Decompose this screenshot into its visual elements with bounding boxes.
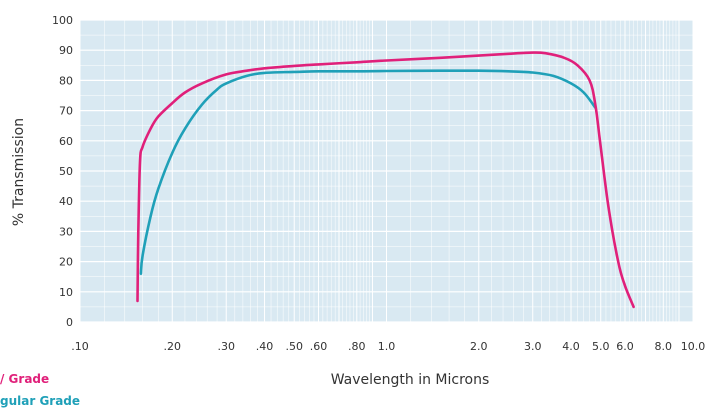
x-tick-label: 1.0 (378, 340, 396, 353)
x-tick-label: .80 (348, 340, 366, 353)
x-tick-label: .10 (71, 340, 89, 353)
x-tick-label: 6.0 (616, 340, 634, 353)
x-tick-label: 2.0 (470, 340, 488, 353)
y-tick-label: 60 (59, 135, 73, 148)
series-lines (136, 51, 635, 309)
x-tick-label: .30 (217, 340, 235, 353)
x-axis-label: Wavelength in Microns (331, 372, 490, 388)
y-tick-label: 80 (59, 74, 73, 87)
legend-item-1: / Grade (0, 372, 49, 386)
x-tick-label: 5.0 (592, 340, 610, 353)
y-tick-label: 90 (59, 44, 73, 57)
y-axis-label: % Transmission (11, 118, 27, 226)
y-tick-label: 0 (66, 316, 73, 329)
x-tick-label: 3.0 (524, 340, 542, 353)
x-tick-labels: .10 .20 .30 .40 .50 .60 .80 1.0 2.0 3.0 4.0 5.0 6.0 8… (71, 340, 705, 353)
y-tick-label: 20 (59, 256, 73, 269)
grid (79, 19, 694, 323)
legend-item-2: gular Grade (0, 394, 80, 408)
y-tick-label: 10 (59, 286, 73, 299)
x-tick-label: 4.0 (562, 340, 580, 353)
y-tick-label: 30 (59, 225, 73, 238)
x-tick-label: .60 (310, 340, 328, 353)
y-tick-label: 70 (59, 105, 73, 118)
x-tick-label: 8.0 (655, 340, 673, 353)
series-line-2 (139, 69, 597, 275)
series-line-1 (136, 51, 635, 309)
x-tick-label: .40 (256, 340, 274, 353)
y-tick-labels: 0 10 20 30 40 50 60 70 80 90 100 (52, 14, 73, 329)
x-tick-label: .50 (285, 340, 303, 353)
y-tick-label: 40 (59, 195, 73, 208)
y-tick-label: 50 (59, 165, 73, 178)
y-tick-label: 100 (52, 14, 73, 27)
x-tick-label: .20 (164, 340, 182, 353)
x-tick-label: 10.0 (681, 340, 706, 353)
